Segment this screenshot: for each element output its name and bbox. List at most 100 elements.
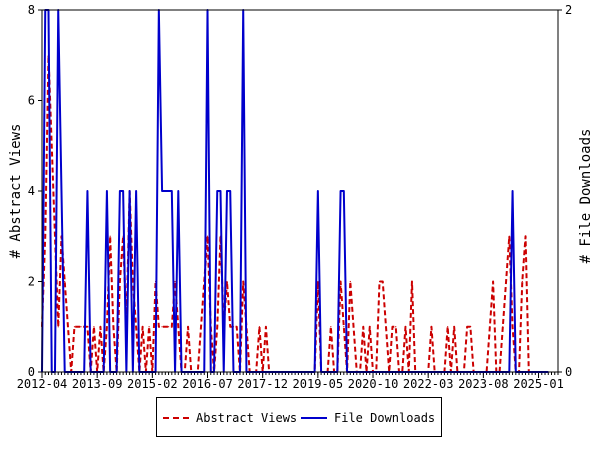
data-point	[216, 326, 218, 328]
data-point	[80, 326, 82, 328]
data-point	[385, 326, 387, 328]
x-tick-label: 2016-07	[182, 377, 233, 391]
data-point	[164, 326, 166, 328]
data-point	[229, 326, 231, 328]
data-point	[171, 190, 173, 192]
data-point	[511, 190, 514, 192]
legend: Abstract Views File Downloads	[156, 397, 442, 437]
data-point	[430, 326, 433, 328]
data-point	[171, 326, 173, 328]
y-tick-label: 4	[28, 184, 35, 198]
data-point	[489, 326, 491, 328]
data-point	[77, 326, 79, 328]
data-point	[106, 190, 108, 192]
y2-tick-label: 2	[565, 3, 572, 17]
data-point	[330, 326, 332, 328]
data-point	[200, 326, 202, 328]
data-point	[411, 280, 413, 283]
series-lines	[41, 9, 549, 373]
data-point	[447, 326, 449, 328]
data-point	[242, 280, 244, 283]
data-point	[382, 280, 384, 283]
data-point	[174, 280, 176, 283]
data-point	[469, 326, 471, 328]
x-tick-label: 2023-08	[458, 377, 509, 391]
data-point	[86, 190, 89, 192]
y2-axis-label: # File Downloads	[578, 129, 594, 264]
legend-item-abstract-views: Abstract Views	[163, 411, 297, 425]
data-point	[93, 326, 95, 328]
data-point	[86, 326, 89, 328]
data-point	[187, 326, 189, 328]
data-point	[167, 326, 170, 328]
data-point	[164, 190, 166, 192]
data-point	[135, 326, 137, 328]
data-point	[502, 326, 504, 328]
data-point	[148, 326, 150, 328]
y-tick-label: 2	[28, 275, 35, 289]
x-tick-label: 2012-04	[17, 377, 68, 391]
x-tick-label: 2025-01	[513, 377, 564, 391]
data-point	[142, 326, 144, 328]
data-point	[206, 235, 209, 237]
legend-label-abstract-views: Abstract Views	[196, 411, 298, 425]
data-point	[505, 280, 507, 283]
data-point	[404, 326, 407, 328]
legend-item-file-downloads: File Downloads	[301, 411, 435, 425]
x-tick-label: 2019-05	[293, 377, 344, 391]
data-point	[362, 326, 364, 328]
data-point	[524, 235, 527, 237]
data-point	[521, 280, 523, 283]
data-point	[258, 326, 261, 328]
data-point	[57, 326, 59, 328]
x-tick-label: 2020-10	[348, 377, 399, 391]
data-point	[317, 280, 319, 283]
y2-tick-label: 0	[565, 365, 572, 379]
data-point	[492, 280, 494, 283]
data-point	[67, 326, 69, 328]
data-point	[339, 280, 342, 283]
data-point	[229, 190, 231, 192]
x-tick-label: 2017-12	[237, 377, 288, 391]
y-axis-label: # Abstract Views	[8, 124, 24, 259]
data-point	[158, 326, 160, 328]
data-point	[109, 235, 111, 237]
data-point	[135, 190, 137, 192]
axes: 0 2 4 6 8 0 2 2012-04 2013-09 2015-02 2016-07 2017-…	[17, 3, 573, 391]
legend-swatch-abstract-views	[163, 417, 189, 419]
data-point	[51, 145, 53, 147]
data-point	[395, 326, 397, 328]
data-point	[132, 280, 134, 283]
data-point	[177, 326, 179, 328]
data-point	[343, 326, 345, 328]
data-point	[391, 326, 394, 328]
data-point	[453, 326, 455, 328]
data-point	[511, 326, 514, 328]
data-point	[119, 280, 121, 283]
data-point	[106, 326, 108, 328]
y-tick-label: 8	[28, 3, 35, 17]
data-point	[352, 326, 355, 328]
data-point	[236, 326, 238, 328]
data-point	[60, 190, 63, 192]
plot-frame	[41, 9, 559, 373]
data-point	[508, 235, 510, 237]
data-point	[122, 190, 124, 192]
data-point	[161, 326, 163, 328]
data-point	[226, 190, 228, 192]
data-point	[378, 280, 381, 283]
x-tick-label: 2015-02	[127, 377, 178, 391]
data-point	[369, 326, 371, 328]
data-point	[161, 190, 163, 192]
data-point	[466, 326, 468, 328]
data-point	[64, 280, 66, 283]
series-line-file-downloads	[41, 9, 549, 373]
data-point	[265, 326, 267, 328]
data-point	[177, 190, 179, 192]
plot-border	[41, 9, 559, 373]
data-point	[339, 190, 342, 192]
legend-label-file-downloads: File Downloads	[334, 411, 436, 425]
y-tick-label: 0	[28, 365, 35, 379]
data-point	[226, 280, 228, 283]
